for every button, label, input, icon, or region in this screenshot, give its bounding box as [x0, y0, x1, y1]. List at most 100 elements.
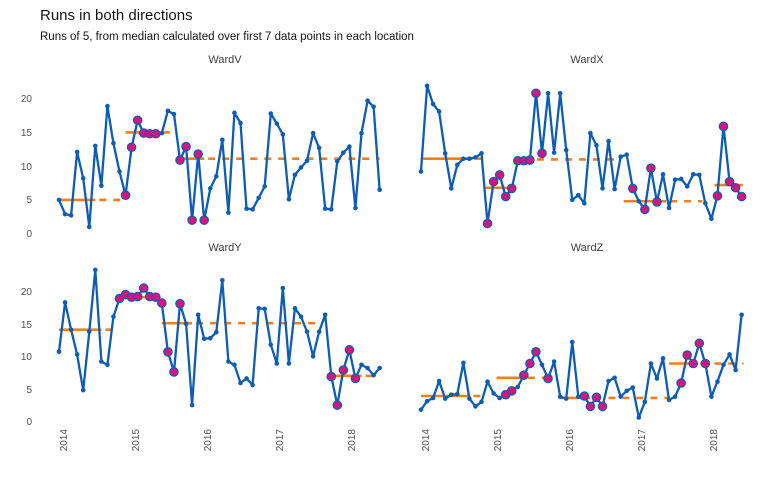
panel-wardy [56, 267, 382, 410]
data-point [648, 361, 654, 366]
data-point [171, 111, 177, 117]
data-point [220, 137, 225, 143]
data-point [672, 394, 678, 399]
run-highlight-point [676, 378, 686, 388]
run-highlight-point [682, 350, 692, 360]
run-highlight-point [694, 338, 705, 349]
data-point [624, 388, 629, 394]
x-tick-label: 2017 [636, 429, 648, 452]
data-point [557, 394, 563, 399]
data-point [74, 352, 80, 357]
data-point [232, 362, 237, 368]
data-point [165, 108, 171, 114]
y-tick-label: 5 [26, 384, 32, 396]
data-point [473, 155, 478, 160]
data-point [448, 186, 454, 191]
data-point [473, 404, 478, 409]
data-point [612, 186, 617, 192]
run-highlight-point [500, 191, 511, 202]
y-tick-label: 15 [20, 127, 32, 139]
run-highlight-point [181, 141, 191, 152]
data-point [322, 312, 328, 318]
series-line [57, 268, 381, 407]
run-highlight-point [519, 370, 529, 380]
data-point [424, 83, 430, 89]
data-point [62, 300, 68, 305]
y-tick-label: 10 [20, 161, 32, 173]
data-point [262, 306, 267, 312]
data-point [56, 197, 62, 203]
data-point [497, 395, 502, 401]
run-highlight-point [591, 392, 602, 403]
data-point [359, 362, 364, 368]
data-point [365, 98, 370, 103]
run-highlight-point [175, 298, 185, 309]
run-highlight-point [688, 358, 699, 369]
y-tick-label: 5 [26, 195, 32, 207]
data-point [636, 415, 642, 420]
data-point [250, 207, 255, 212]
data-point [207, 186, 213, 191]
data-point [576, 394, 581, 399]
run-highlight-point [718, 121, 729, 132]
data-point [335, 159, 340, 164]
run-highlight-point [151, 292, 161, 302]
run-highlight-point [525, 155, 535, 165]
data-point [310, 354, 316, 359]
data-point [697, 172, 702, 178]
data-point [316, 329, 322, 334]
data-point [678, 176, 684, 182]
run-highlight-point [579, 391, 590, 401]
data-point [310, 130, 316, 136]
data-point [557, 90, 563, 96]
run-highlight-point [338, 365, 349, 375]
y-tick-label: 20 [20, 287, 32, 299]
data-point [666, 397, 672, 403]
data-point [660, 171, 666, 177]
data-point [666, 205, 672, 211]
data-point [739, 312, 744, 318]
data-point [418, 169, 424, 174]
data-point [292, 305, 298, 311]
data-point [195, 312, 201, 318]
run-highlight-point [350, 373, 361, 384]
data-point [280, 132, 286, 137]
data-point [341, 150, 346, 155]
data-point [353, 205, 358, 211]
data-point [630, 385, 636, 390]
data-point [111, 140, 116, 146]
data-point [298, 165, 304, 170]
data-point [316, 145, 322, 151]
data-point [99, 183, 104, 189]
data-point [86, 224, 92, 230]
data-point [618, 394, 623, 399]
data-point [238, 120, 243, 126]
run-highlight-point [700, 358, 711, 369]
strip-title-wardz: WardZ [570, 242, 604, 254]
data-point [606, 378, 611, 384]
data-point [436, 378, 442, 384]
data-point [551, 359, 557, 364]
data-point [430, 101, 436, 107]
data-point [280, 285, 286, 291]
data-point [371, 104, 376, 110]
data-point [618, 154, 623, 159]
data-point [244, 376, 249, 381]
data-point [569, 339, 575, 345]
run-highlight-point [537, 148, 547, 159]
data-point [304, 329, 310, 334]
data-point [80, 387, 86, 393]
run-highlight-point [531, 88, 541, 99]
data-point [214, 330, 219, 335]
run-highlight-point [169, 367, 179, 377]
run-highlight-point [151, 128, 161, 139]
data-point [93, 267, 98, 273]
run-highlight-point [193, 149, 203, 159]
data-point [624, 152, 629, 157]
data-point [709, 394, 714, 399]
data-point [365, 365, 370, 371]
y-tick-label: 10 [20, 352, 32, 364]
data-point [86, 329, 92, 334]
x-tick-label: 2018 [346, 429, 358, 452]
data-point [117, 169, 122, 174]
